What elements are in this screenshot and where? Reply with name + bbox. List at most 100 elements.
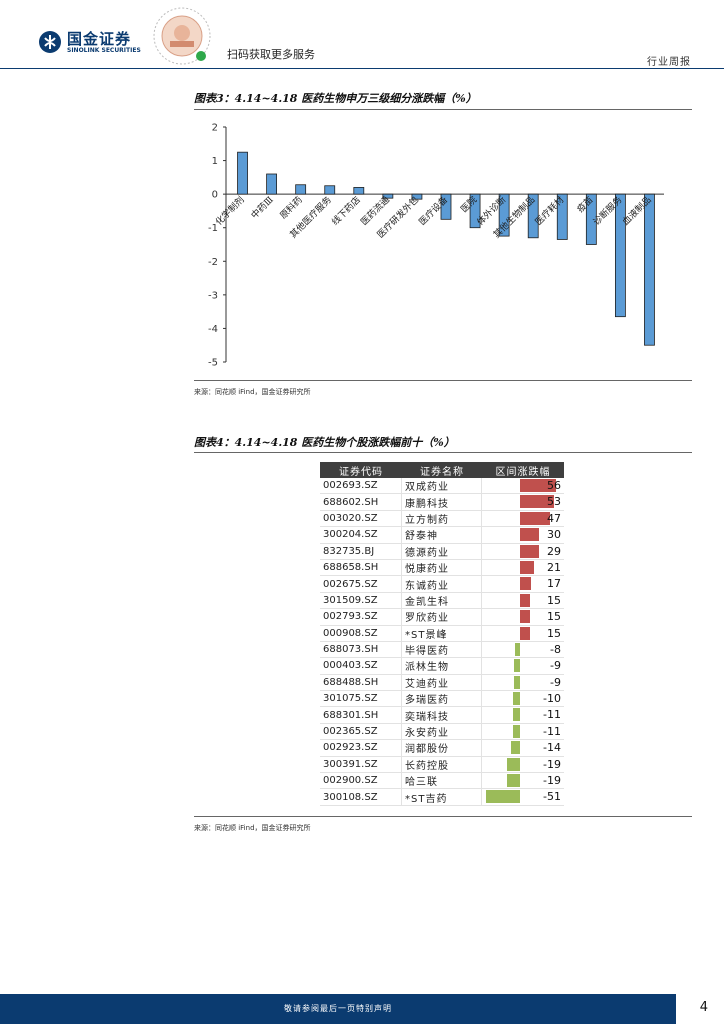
cell-change: -10 <box>482 691 564 706</box>
top-stocks-table: 证券代码 证券名称 区间涨跌幅 002693.SZ 双成药业 56 688602.SH… <box>320 462 564 806</box>
y-tick-label: -2 <box>208 257 218 268</box>
change-value: -14 <box>543 741 561 755</box>
cell-code: 300108.SZ <box>320 789 402 805</box>
cell-code: 688488.SH <box>320 674 402 691</box>
cell-code: 832735.BJ <box>320 543 402 559</box>
change-value: 56 <box>547 479 561 492</box>
cell-code: 002923.SZ <box>320 740 402 756</box>
cell-name: *ST景峰 <box>402 625 482 641</box>
page-footer: 敬请参阅最后一页特别声明 4 <box>0 994 724 1024</box>
y-tick-label: 2 <box>212 123 218 134</box>
company-logo: 国金证券 SINOLINK SECURITIES <box>38 28 142 56</box>
change-value: -10 <box>543 692 561 706</box>
cell-name: 德源药业 <box>402 543 482 559</box>
category-label: 线下药店 <box>329 194 363 228</box>
chart-bar <box>440 193 452 220</box>
table-row: 002365.SZ 永安药业 -11 <box>320 723 564 741</box>
change-bar <box>520 577 531 591</box>
logo-english-name: SINOLINK SECURITIES <box>67 47 141 54</box>
cell-code: 003020.SZ <box>320 510 402 527</box>
cell-name: 多瑞医药 <box>402 691 482 707</box>
cell-name: 哈三联 <box>402 773 482 789</box>
table-row: 688073.SH 毕得医药 -8 <box>320 641 564 659</box>
table-row: 002923.SZ 润都股份 -14 <box>320 740 564 757</box>
table-row: 002900.SZ 哈三联 -19 <box>320 773 564 790</box>
change-bar <box>512 724 520 738</box>
scan-prompt: 扫码获取更多服务 <box>227 48 315 61</box>
y-tick-label: -4 <box>208 324 218 335</box>
cell-change: 15 <box>482 626 564 641</box>
table-header: 证券代码 证券名称 区间涨跌幅 <box>320 462 564 478</box>
figure4-top-rule <box>194 452 692 453</box>
cell-change: 29 <box>482 544 564 559</box>
cell-code: 002365.SZ <box>320 723 402 740</box>
cell-change: -11 <box>482 724 564 739</box>
change-bar <box>514 675 520 689</box>
figure3-bottom-rule <box>194 380 692 381</box>
cell-name: 悦康药业 <box>402 559 482 576</box>
table-body: 002693.SZ 双成药业 56 688602.SH 康鹏科技 53 003020.SZ 立… <box>320 478 564 806</box>
table-row: 832735.BJ 德源药业 29 <box>320 543 564 560</box>
table-row: 301075.SZ 多瑞医药 -10 <box>320 691 564 708</box>
table-row: 002793.SZ 罗欣药业 15 <box>320 609 564 626</box>
change-value: 17 <box>547 577 561 591</box>
change-bar <box>486 790 520 804</box>
change-value: -11 <box>543 724 561 738</box>
sector-change-chart: 2 1 0 -1 -2 -3 -4 -5 化学制剂 中药Ⅲ 原料药 其他医疗服务 线下药店 医药流通 医疗研… <box>194 112 692 380</box>
header-code: 证券代码 <box>339 466 383 478</box>
table-row: 000403.SZ 派林生物 -9 <box>320 658 564 675</box>
figure4-title: 图表4：4.14~4.18 医药生物个股涨跌幅前十（%） <box>194 436 455 449</box>
change-value: -51 <box>543 790 561 804</box>
change-value: -19 <box>543 774 561 788</box>
chart-bar <box>498 193 510 237</box>
cell-change: -51 <box>482 789 564 804</box>
table-row: 300391.SZ 长药控股 -19 <box>320 756 564 774</box>
chart-bar <box>585 193 597 245</box>
change-bar <box>520 626 530 640</box>
cell-code: 000403.SZ <box>320 658 402 674</box>
table-row: 688602.SH 康鹏科技 53 <box>320 494 564 511</box>
change-value: -9 <box>550 659 561 673</box>
cell-change: -19 <box>482 757 564 772</box>
cell-change: 47 <box>482 511 564 526</box>
cell-code: 301075.SZ <box>320 691 402 707</box>
cell-name: *ST吉药 <box>402 789 482 805</box>
change-bar <box>520 610 530 624</box>
footer-disclaimer: 敬请参阅最后一页特别声明 <box>284 1004 392 1013</box>
change-value: 47 <box>547 511 561 525</box>
chart-bar <box>411 193 423 200</box>
cell-name: 立方制药 <box>402 510 482 527</box>
cell-code: 688658.SH <box>320 559 402 576</box>
change-value: 15 <box>547 593 561 607</box>
footer-band <box>0 994 676 1024</box>
qr-code-icon[interactable] <box>152 6 212 66</box>
cell-code: 301509.SZ <box>320 592 402 609</box>
page-number: 4 <box>699 1000 708 1015</box>
change-bar <box>520 593 530 607</box>
header-change: 区间涨跌幅 <box>495 466 551 478</box>
cell-change: -9 <box>482 658 564 673</box>
cell-code: 002793.SZ <box>320 609 402 625</box>
table-row: 002693.SZ 双成药业 56 <box>320 478 564 495</box>
chart-bar <box>295 184 307 195</box>
figure3-top-rule <box>194 109 692 110</box>
figure4-bottom-rule <box>194 816 692 817</box>
cell-change: -11 <box>482 707 564 722</box>
sinolink-logo-icon <box>39 31 61 53</box>
change-bar <box>507 757 520 771</box>
category-label: 原料药 <box>277 194 305 222</box>
cell-name: 罗欣药业 <box>402 609 482 625</box>
chart-bar <box>527 193 539 239</box>
table-row: 300108.SZ *ST吉药 -51 <box>320 789 564 806</box>
report-type-label: 行业周报 <box>647 57 691 68</box>
change-bar <box>520 528 540 542</box>
cell-code: 002693.SZ <box>320 478 402 494</box>
cell-change: 53 <box>482 494 564 509</box>
y-tick-label: 1 <box>212 156 218 167</box>
figure4-source: 来源：同花顺 iFind，国金证券研究所 <box>194 824 311 832</box>
cell-change: 15 <box>482 609 564 624</box>
change-value: 15 <box>547 626 561 640</box>
change-bar <box>513 692 520 706</box>
chart-bar <box>353 187 365 195</box>
table-row: 688658.SH 悦康药业 21 <box>320 559 564 577</box>
